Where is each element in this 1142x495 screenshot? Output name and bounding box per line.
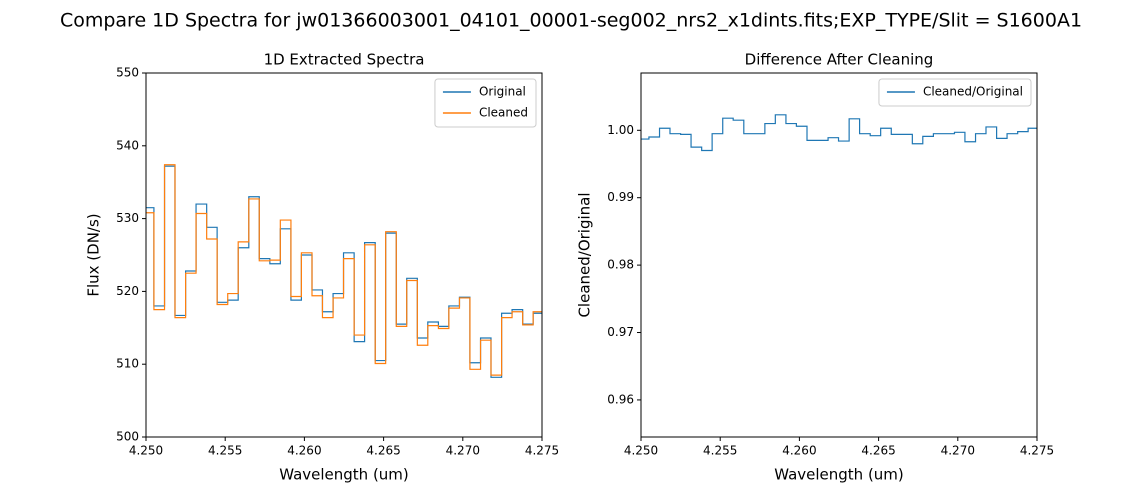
x-tick-label: 4.265 bbox=[366, 444, 400, 458]
y-tick-label: 540 bbox=[116, 138, 139, 152]
y-tick-label: 0.97 bbox=[607, 325, 634, 339]
subplot-title: Difference After Cleaning bbox=[745, 51, 934, 69]
y-tick-label: 550 bbox=[116, 66, 139, 80]
axes-frame bbox=[640, 72, 1038, 438]
subplot: Difference After Cleaning Wavelength (um)… bbox=[576, 51, 1055, 484]
y-axis-label: Cleaned/Original bbox=[576, 192, 594, 317]
legend-box bbox=[878, 78, 1032, 107]
y-tick-label: 530 bbox=[116, 211, 139, 225]
legend-label: Cleaned bbox=[479, 106, 528, 120]
legend: Cleaned/Original bbox=[878, 78, 1032, 107]
x-tick-label: 4.260 bbox=[782, 444, 816, 458]
x-tick-label: 4.275 bbox=[1020, 444, 1054, 458]
y-tick-label: 0.96 bbox=[607, 392, 634, 406]
x-tick-label: 4.255 bbox=[208, 444, 242, 458]
x-tick-label: 4.250 bbox=[129, 444, 163, 458]
step-line bbox=[641, 114, 1037, 152]
legend-box bbox=[434, 78, 537, 128]
legend-label: Original bbox=[479, 85, 526, 99]
y-tick-label: 500 bbox=[116, 430, 139, 444]
x-tick-label: 4.250 bbox=[624, 444, 658, 458]
y-tick-label: 520 bbox=[116, 284, 139, 298]
subplot: 1D Extracted Spectra Wavelength (um) Flux … bbox=[85, 51, 560, 484]
legend: Original Cleaned bbox=[434, 78, 537, 128]
step-line bbox=[146, 164, 542, 376]
y-tick-label: 1.00 bbox=[607, 123, 634, 137]
legend-label: Cleaned/Original bbox=[923, 85, 1023, 99]
x-tick-label: 4.255 bbox=[703, 444, 737, 458]
subplot-title: 1D Extracted Spectra bbox=[264, 51, 425, 69]
x-tick-label: 4.270 bbox=[941, 444, 975, 458]
figure-title: Compare 1D Spectra for jw01366003001_041… bbox=[60, 10, 1082, 32]
y-axis-label: Flux (DN/s) bbox=[85, 213, 103, 296]
x-tick-label: 4.260 bbox=[287, 444, 321, 458]
y-tick-label: 0.99 bbox=[607, 190, 634, 204]
y-tick-label: 510 bbox=[116, 357, 139, 371]
axes-frame bbox=[145, 72, 543, 438]
x-tick-label: 4.265 bbox=[861, 444, 895, 458]
x-tick-label: 4.270 bbox=[446, 444, 480, 458]
x-tick-label: 4.275 bbox=[525, 444, 559, 458]
x-axis-label: Wavelength (um) bbox=[279, 466, 409, 484]
x-axis-label: Wavelength (um) bbox=[774, 466, 904, 484]
y-tick-label: 0.98 bbox=[607, 258, 634, 272]
